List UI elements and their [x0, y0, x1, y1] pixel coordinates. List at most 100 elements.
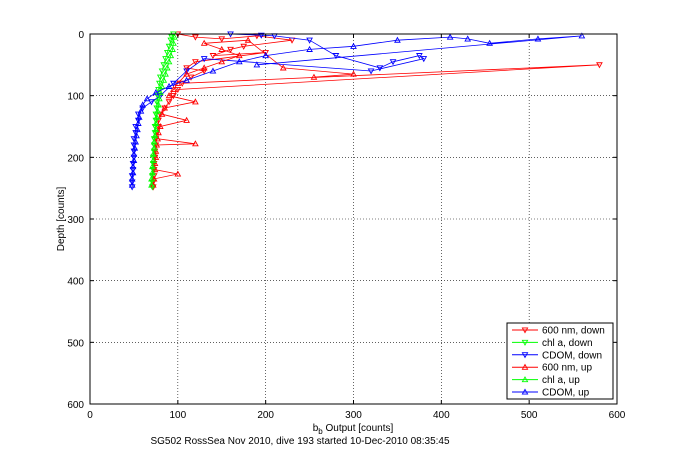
- data-point: [306, 37, 313, 44]
- data-point: [192, 98, 199, 105]
- x-axis-label-rest: Output [counts]: [323, 423, 394, 434]
- data-point: [170, 80, 177, 87]
- data-point: [486, 39, 494, 46]
- data-point: [534, 35, 542, 42]
- data-point: [218, 36, 226, 43]
- data-point: [192, 140, 199, 147]
- data-point: [192, 59, 199, 66]
- data-point: [135, 113, 143, 120]
- legend-marker: [521, 352, 529, 359]
- data-point: [130, 148, 138, 155]
- data-point: [132, 138, 140, 145]
- data-point: [416, 53, 423, 60]
- data-point: [129, 163, 137, 170]
- data-point: [156, 80, 163, 87]
- legend-label: chl a, up: [542, 375, 580, 386]
- data-series: [128, 31, 603, 191]
- y-tick-label: 400: [67, 277, 84, 288]
- data-point: [235, 58, 243, 65]
- data-point: [156, 95, 163, 102]
- data-point: [153, 141, 161, 148]
- y-tick-label: 200: [67, 153, 84, 164]
- data-point: [152, 117, 160, 124]
- y-tick-label: 0: [78, 30, 84, 41]
- data-point: [165, 58, 173, 65]
- data-point: [165, 99, 173, 106]
- legend-label: chl a, down: [542, 338, 593, 349]
- data-point: [389, 59, 397, 66]
- data-point: [200, 68, 208, 75]
- data-point: [596, 62, 603, 69]
- data-point: [153, 99, 161, 106]
- data-point: [167, 52, 175, 59]
- x-tick-label: 0: [87, 410, 93, 421]
- data-point: [156, 122, 164, 130]
- series-group: [128, 32, 586, 188]
- y-axis-ticks: 0 100 200 300 400 500 600: [67, 30, 617, 411]
- data-point: [148, 169, 156, 176]
- data-point: [128, 181, 136, 188]
- data-point: [332, 53, 340, 60]
- data-point: [151, 132, 159, 139]
- data-point: [148, 99, 155, 106]
- legend-marker: [521, 363, 529, 370]
- data-point: [158, 68, 166, 75]
- data-point: [131, 144, 139, 151]
- data-point: [149, 150, 157, 157]
- data-point: [178, 80, 186, 87]
- data-point: [137, 107, 145, 114]
- legend-marker: [521, 327, 529, 334]
- data-point: [160, 76, 168, 83]
- x-tick-label: 600: [609, 410, 626, 421]
- data-point: [130, 150, 138, 157]
- data-point: [156, 74, 164, 81]
- legend-label: 600 nm, up: [542, 363, 592, 374]
- series-line: [151, 37, 175, 186]
- data-point: [161, 104, 169, 111]
- data-point: [310, 73, 318, 80]
- data-point: [183, 65, 190, 72]
- data-point: [158, 110, 166, 117]
- data-point: [464, 35, 472, 42]
- data-point: [155, 101, 162, 108]
- data-point: [152, 147, 160, 154]
- x-axis-ticks: 0 100 200 300 400 500 600: [87, 34, 626, 421]
- data-point: [151, 159, 159, 167]
- data-point: [167, 37, 175, 44]
- data-point: [152, 89, 160, 96]
- data-point: [192, 34, 199, 41]
- data-point: [200, 56, 208, 63]
- legend-label: 600 nm, down: [542, 326, 605, 337]
- data-point: [170, 39, 177, 46]
- data-point: [170, 93, 177, 100]
- data-point: [187, 74, 195, 81]
- data-point: [132, 123, 140, 131]
- data-point: [149, 167, 157, 174]
- y-tick-label: 300: [67, 215, 84, 226]
- data-point: [200, 39, 208, 46]
- data-point: [165, 43, 173, 50]
- series-line: [131, 35, 582, 186]
- y-tick-label: 500: [67, 338, 84, 349]
- data-point: [183, 116, 190, 123]
- data-point: [162, 70, 169, 77]
- data-point: [253, 61, 261, 68]
- data-point: [394, 36, 401, 43]
- data-point: [218, 58, 226, 65]
- data-point: [129, 169, 137, 176]
- data-point: [155, 129, 162, 136]
- data-point: [165, 82, 173, 89]
- data-point: [279, 64, 287, 71]
- data-point: [134, 117, 142, 124]
- data-point: [149, 156, 157, 163]
- data-point: [152, 126, 160, 133]
- legend-marker: [521, 339, 529, 346]
- data-point: [376, 65, 384, 72]
- legend-label: CDOM, down: [542, 350, 602, 361]
- data-point: [170, 85, 177, 93]
- data-point: [151, 130, 159, 137]
- data-point: [128, 173, 136, 180]
- data-point: [152, 153, 160, 160]
